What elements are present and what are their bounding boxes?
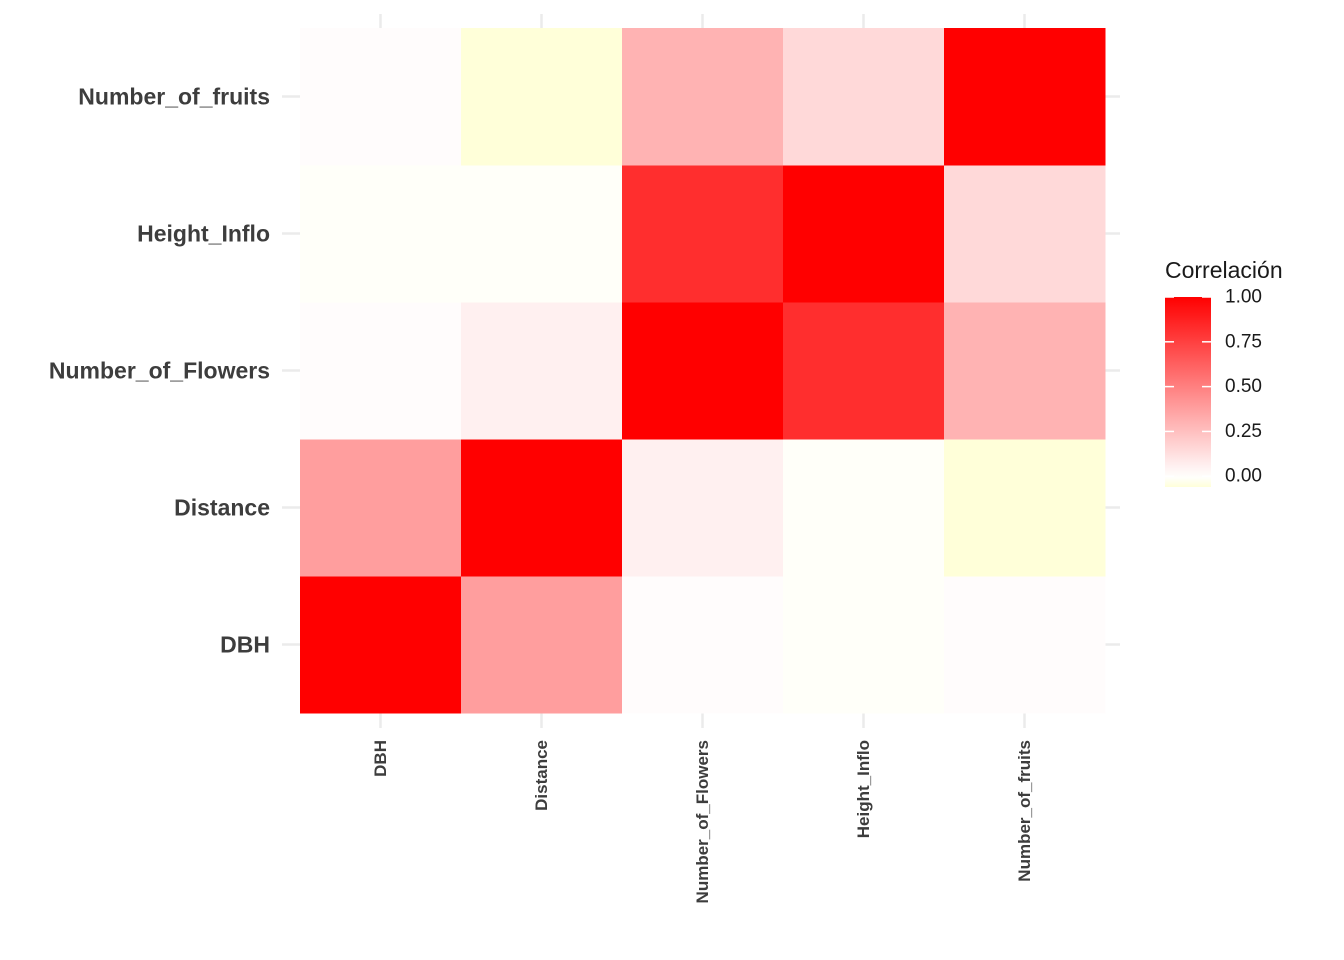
legend-color-bar <box>1165 297 1211 487</box>
heatmap-cell <box>300 576 462 714</box>
heatmap-cells <box>300 28 1106 714</box>
x-tick-label: DBH <box>371 740 390 777</box>
heatmap-cell <box>944 302 1106 440</box>
legend-title: Correlación <box>1165 257 1283 283</box>
heatmap-cell <box>300 439 462 577</box>
heatmap-cell <box>300 28 462 166</box>
heatmap-cell <box>461 302 623 440</box>
heatmap-cell <box>783 302 945 440</box>
heatmap-cell <box>783 439 945 577</box>
y-tick-label: Distance <box>174 495 270 521</box>
heatmap-cell <box>944 439 1106 577</box>
heatmap-cell <box>461 165 623 303</box>
y-tick-label: Height_Inflo <box>137 221 270 247</box>
heatmap-cell <box>461 28 623 166</box>
heatmap-cell <box>622 439 784 577</box>
heatmap-cell <box>461 439 623 577</box>
x-tick-label: Number_of_Flowers <box>693 740 712 903</box>
y-tick-label: Number_of_fruits <box>78 84 270 110</box>
legend-tick-label: 0.75 <box>1225 331 1262 352</box>
legend-tick-label: 0.25 <box>1225 421 1262 442</box>
heatmap-cell <box>622 165 784 303</box>
x-tick-label: Number_of_fruits <box>1015 740 1034 882</box>
heatmap-cell <box>783 165 945 303</box>
heatmap-cell <box>461 576 623 714</box>
heatmap-cell <box>783 28 945 166</box>
legend-tick-label: 1.00 <box>1225 287 1262 308</box>
heatmap-cell <box>783 576 945 714</box>
heatmap-cell <box>944 28 1106 166</box>
heatmap-cell <box>300 165 462 303</box>
legend-tick-label: 0.50 <box>1225 376 1262 397</box>
heatmap-cell <box>944 165 1106 303</box>
heatmap-cell <box>944 576 1106 714</box>
y-tick-label: DBH <box>220 632 270 658</box>
x-tick-label: Distance <box>532 740 551 811</box>
heatmap-cell <box>622 28 784 166</box>
x-tick-label: Height_Inflo <box>854 740 873 838</box>
y-axis-labels: DBH Distance Number_of_Flowers Height_Inflo… <box>49 84 270 658</box>
legend-tick-label: 0.00 <box>1225 466 1262 487</box>
x-axis-labels: DBH Distance Number_of_Flowers Height_Inflo… <box>371 740 1034 903</box>
legend: Correlación 1.00 0.75 0.50 0.25 0.00 <box>1165 257 1283 487</box>
heatmap-cell <box>300 302 462 440</box>
heatmap-cell <box>622 302 784 440</box>
heatmap-cell <box>622 576 784 714</box>
y-tick-label: Number_of_Flowers <box>49 358 270 384</box>
